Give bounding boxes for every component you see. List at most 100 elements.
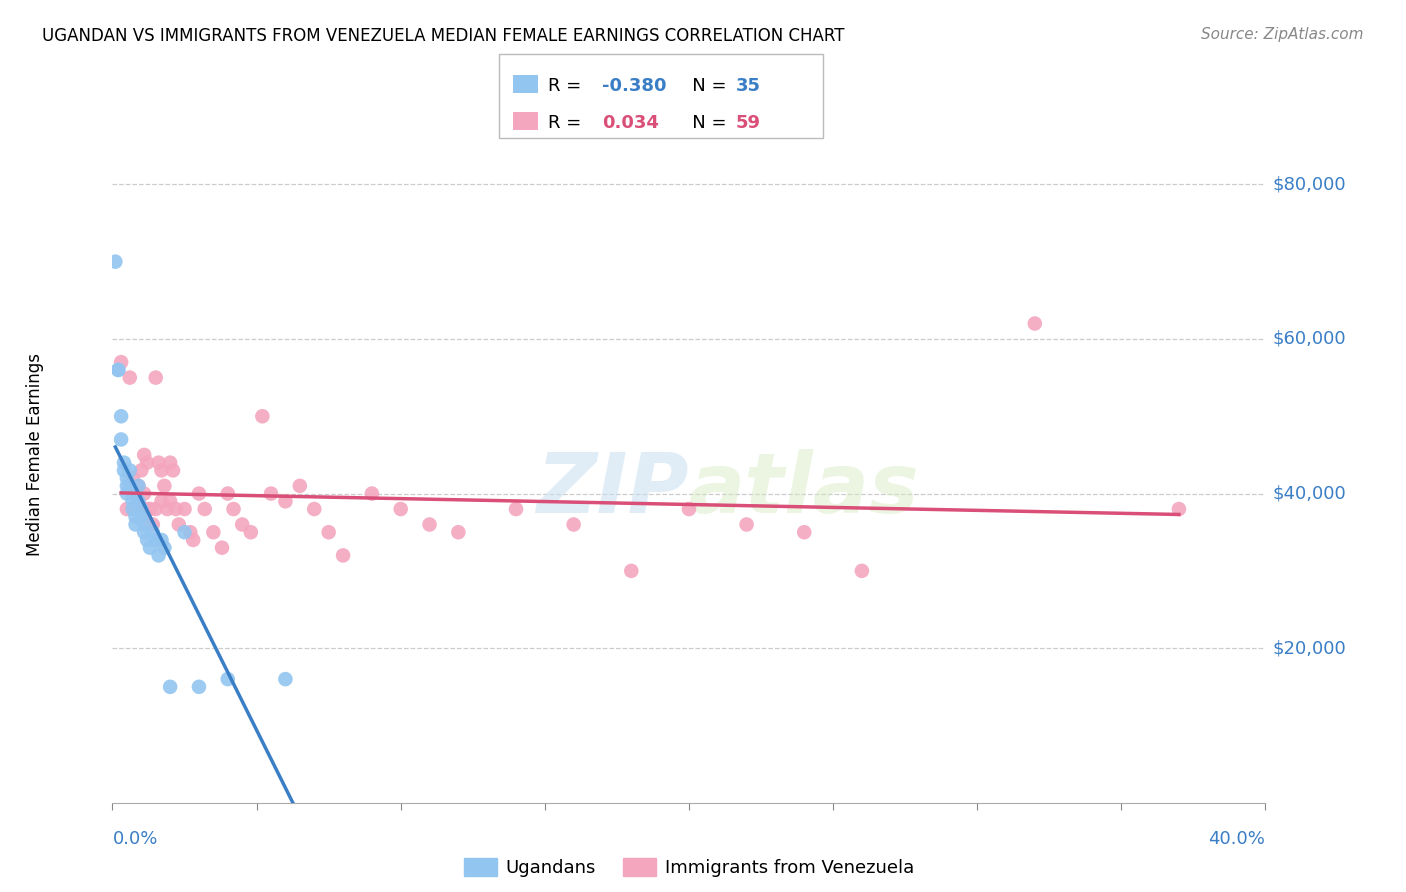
Point <box>145 533 167 547</box>
Text: 35: 35 <box>735 77 761 95</box>
Point <box>127 494 149 508</box>
Point <box>124 517 146 532</box>
Point <box>217 486 239 500</box>
Text: 0.034: 0.034 <box>602 114 658 132</box>
Point <box>150 494 173 508</box>
Text: Source: ZipAtlas.com: Source: ZipAtlas.com <box>1201 27 1364 42</box>
Point <box>115 479 138 493</box>
Point <box>107 363 129 377</box>
Legend: Ugandans, Immigrants from Venezuela: Ugandans, Immigrants from Venezuela <box>457 850 921 884</box>
Point <box>145 502 167 516</box>
Point <box>127 479 149 493</box>
Point <box>167 517 190 532</box>
Point <box>181 533 204 547</box>
Point <box>136 502 159 516</box>
Point <box>231 517 253 532</box>
Point <box>104 254 127 268</box>
Point <box>274 494 297 508</box>
Point <box>389 502 412 516</box>
Text: N =: N = <box>675 114 733 132</box>
Point <box>252 409 274 424</box>
Point <box>139 541 162 555</box>
Point <box>134 448 156 462</box>
Point <box>173 502 195 516</box>
Point <box>110 355 132 369</box>
Point <box>156 502 179 516</box>
Text: N =: N = <box>675 77 733 95</box>
Point <box>162 463 184 477</box>
Point <box>121 502 143 516</box>
Text: R =: R = <box>548 114 588 132</box>
Point <box>129 502 153 516</box>
Text: atlas: atlas <box>689 450 920 530</box>
Point <box>222 502 245 516</box>
Point <box>360 486 382 500</box>
Point <box>129 502 153 516</box>
Point <box>153 541 176 555</box>
Point <box>127 479 149 493</box>
Point <box>115 502 138 516</box>
Point <box>165 502 187 516</box>
Point <box>217 672 239 686</box>
Point <box>118 479 141 493</box>
Point <box>274 672 297 686</box>
Point <box>112 456 135 470</box>
Text: 59: 59 <box>735 114 761 132</box>
Point <box>260 486 283 500</box>
Point <box>288 479 311 493</box>
Point <box>110 409 132 424</box>
Point <box>505 502 527 516</box>
Point <box>562 517 585 532</box>
Point <box>150 533 173 547</box>
Text: UGANDAN VS IMMIGRANTS FROM VENEZUELA MEDIAN FEMALE EARNINGS CORRELATION CHART: UGANDAN VS IMMIGRANTS FROM VENEZUELA MED… <box>42 27 845 45</box>
Text: $40,000: $40,000 <box>1272 484 1346 502</box>
Point <box>115 471 138 485</box>
Point <box>851 564 873 578</box>
Point <box>447 525 470 540</box>
Point <box>194 502 217 516</box>
Point <box>136 533 159 547</box>
Point <box>188 680 211 694</box>
Point <box>159 494 181 508</box>
Point <box>121 494 143 508</box>
Point <box>419 517 441 532</box>
Point <box>134 486 156 500</box>
Text: $60,000: $60,000 <box>1272 330 1346 348</box>
Point <box>148 456 170 470</box>
Point <box>173 525 195 540</box>
Point <box>304 502 326 516</box>
Point <box>188 486 211 500</box>
Point <box>118 370 141 384</box>
Point <box>735 517 758 532</box>
Point <box>129 509 153 524</box>
Text: ZIP: ZIP <box>536 450 689 530</box>
Point <box>1167 502 1189 516</box>
Text: $80,000: $80,000 <box>1272 176 1346 194</box>
Point <box>142 525 165 540</box>
Text: -0.380: -0.380 <box>602 77 666 95</box>
Text: Median Female Earnings: Median Female Earnings <box>27 353 44 557</box>
Point <box>134 517 156 532</box>
Text: $20,000: $20,000 <box>1272 640 1346 657</box>
Point <box>145 370 167 384</box>
Point <box>620 564 643 578</box>
Point <box>129 463 153 477</box>
Point <box>121 471 143 485</box>
Point <box>124 486 146 500</box>
Point <box>124 509 146 524</box>
Text: 0.0%: 0.0% <box>112 830 157 847</box>
Point <box>159 680 181 694</box>
Point <box>678 502 700 516</box>
Point <box>318 525 340 540</box>
Point <box>793 525 815 540</box>
Point <box>150 463 173 477</box>
Point <box>153 479 176 493</box>
Point <box>1024 317 1046 331</box>
Point <box>134 509 156 524</box>
Point <box>179 525 201 540</box>
Point <box>110 433 132 447</box>
Point <box>115 486 138 500</box>
Point <box>142 517 165 532</box>
Point <box>121 486 143 500</box>
Text: R =: R = <box>548 77 588 95</box>
